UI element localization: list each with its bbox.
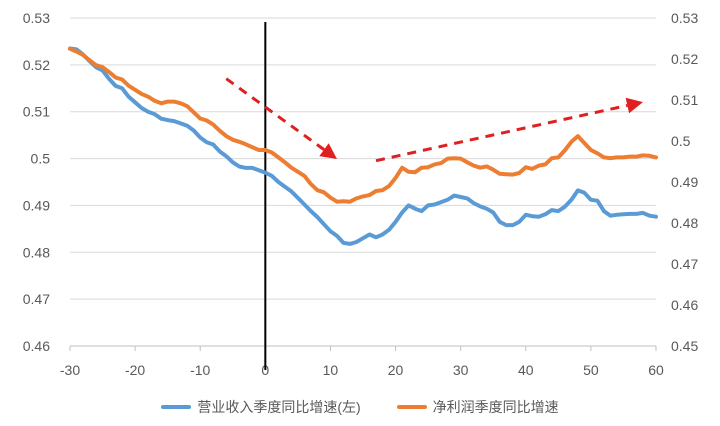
y-tick-label-right: 0.52: [671, 51, 698, 67]
annotation-layer: [225, 77, 643, 163]
series-layer: [68, 46, 658, 246]
trend-arrow-head-2: [625, 97, 643, 114]
y-tick-label-right: 0.49: [671, 174, 698, 190]
y-tick-label-right: 0.47: [671, 256, 698, 272]
x-tick-label: 40: [518, 362, 534, 378]
x-tick-label: -30: [60, 362, 80, 378]
y-tick-label-left: 0.49: [23, 197, 50, 213]
x-tick-label: -10: [190, 362, 210, 378]
y-tick-label-left: 0.48: [23, 244, 50, 260]
y-tick-label-left: 0.5: [31, 151, 51, 167]
x-tick-label: 50: [583, 362, 599, 378]
y-tick-label-left: 0.46: [23, 338, 50, 354]
trend-arrow-line-1: [225, 77, 325, 151]
y-tick-label-right: 0.5: [671, 133, 691, 149]
x-tick-label: 20: [388, 362, 404, 378]
legend-swatch-revenue: [161, 405, 192, 409]
y-tick-label-right: 0.53: [671, 10, 698, 26]
y-tick-label-left: 0.52: [23, 57, 50, 73]
legend: 营业收入季度同比增速(左) 净利润季度同比增速: [0, 396, 720, 418]
y-tick-label-right: 0.51: [671, 92, 698, 108]
chart-plot-area: 0.46 0.47 0.48 0.49 0.5 0.51 0.52 0.53 0.45 0.46 0…: [23, 10, 699, 378]
x-tick-label: 10: [323, 362, 339, 378]
trend-arrow-line-2: [375, 104, 628, 163]
y-tick-label-right: 0.45: [671, 338, 698, 354]
y-tick-label-left: 0.53: [23, 10, 50, 26]
grid-layer: [70, 17, 656, 300]
y-tick-label-right: 0.46: [671, 297, 698, 313]
legend-label-revenue: 营业收入季度同比增速(左): [197, 399, 361, 415]
y-tick-label-left: 0.47: [23, 291, 50, 307]
axis-layer: 0.46 0.47 0.48 0.49 0.5 0.51 0.52 0.53 0.45 0.46 0…: [23, 10, 699, 378]
x-tick-label: 30: [453, 362, 469, 378]
legend-item-revenue: 营业收入季度同比增速(左): [161, 397, 361, 417]
y-tick-label-right: 0.48: [671, 215, 698, 231]
legend-swatch-net-profit: [396, 405, 427, 409]
x-tick-label: 60: [648, 362, 664, 378]
y-tick-label-left: 0.51: [23, 104, 50, 120]
trend-arrow-head-1: [319, 143, 337, 159]
legend-label-net-profit: 净利润季度同比增速: [432, 399, 559, 415]
series-line-net-profit: [68, 46, 658, 204]
x-tick-label: -20: [125, 362, 145, 378]
series-line-revenue: [68, 46, 658, 246]
legend-item-net-profit: 净利润季度同比增速: [396, 397, 559, 417]
